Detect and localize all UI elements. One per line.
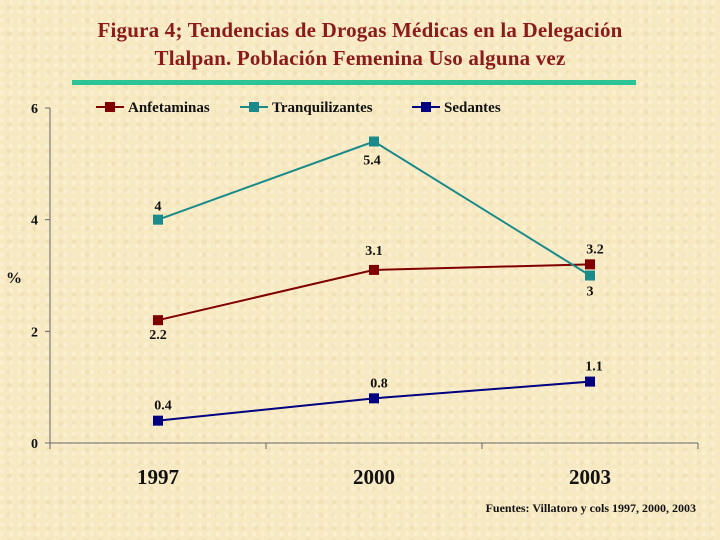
- legend-marker: [421, 102, 431, 112]
- chart-title-line-1: Figura 4; Tendencias de Drogas Médicas e…: [97, 18, 623, 42]
- y-tick-label: 0: [31, 437, 38, 452]
- chart-title-line-2: Tlalpan. Población Femenina Uso alguna v…: [154, 46, 566, 70]
- legend-marker: [249, 102, 259, 112]
- legend-marker: [105, 102, 115, 112]
- data-label: 4: [155, 200, 162, 215]
- chart-axes: 0 2 4 6% 1997 2000 2003: [6, 102, 699, 489]
- data-point: [369, 136, 379, 147]
- chart-title: Figura 4; Tendencias de Drogas Médicas e…: [0, 16, 720, 72]
- y-axis-label: %: [6, 270, 22, 287]
- source-note: Fuentes: Villatoro y cols 1997, 2000, 20…: [485, 501, 696, 515]
- chart-legend: Anfetaminas Tranquilizantes Sedantes: [96, 100, 501, 116]
- legend-label: Tranquilizantes: [272, 100, 373, 116]
- x-tick-label: 1997: [137, 465, 179, 489]
- data-label: 3.1: [365, 244, 383, 259]
- data-point: [585, 270, 595, 281]
- data-point: [153, 415, 163, 426]
- x-tick-label: 2000: [353, 465, 395, 489]
- legend-label: Sedantes: [444, 100, 501, 116]
- y-tick-label: 4: [31, 214, 38, 229]
- data-point: [585, 259, 595, 270]
- y-tick-label: 2: [31, 325, 38, 340]
- data-point: [585, 376, 595, 387]
- data-label: 3: [587, 285, 594, 300]
- data-label: 0.4: [154, 399, 172, 414]
- data-point: [369, 393, 379, 404]
- x-tick-label: 2003: [569, 465, 611, 489]
- data-label: 1.1: [585, 360, 603, 375]
- legend-label: Anfetaminas: [128, 100, 210, 116]
- y-tick-label: 6: [31, 102, 38, 117]
- data-point: [153, 315, 163, 326]
- chart-series: 2.2 3.1 3.2 4 5.4 3 0.4 0.8 1.1: [149, 136, 604, 426]
- data-point: [153, 214, 163, 225]
- data-label: 0.8: [370, 376, 388, 391]
- data-point: [369, 264, 379, 275]
- data-label: 3.2: [586, 242, 604, 257]
- title-underline: [72, 80, 636, 85]
- data-label: 2.2: [149, 328, 167, 343]
- data-label: 5.4: [363, 154, 381, 169]
